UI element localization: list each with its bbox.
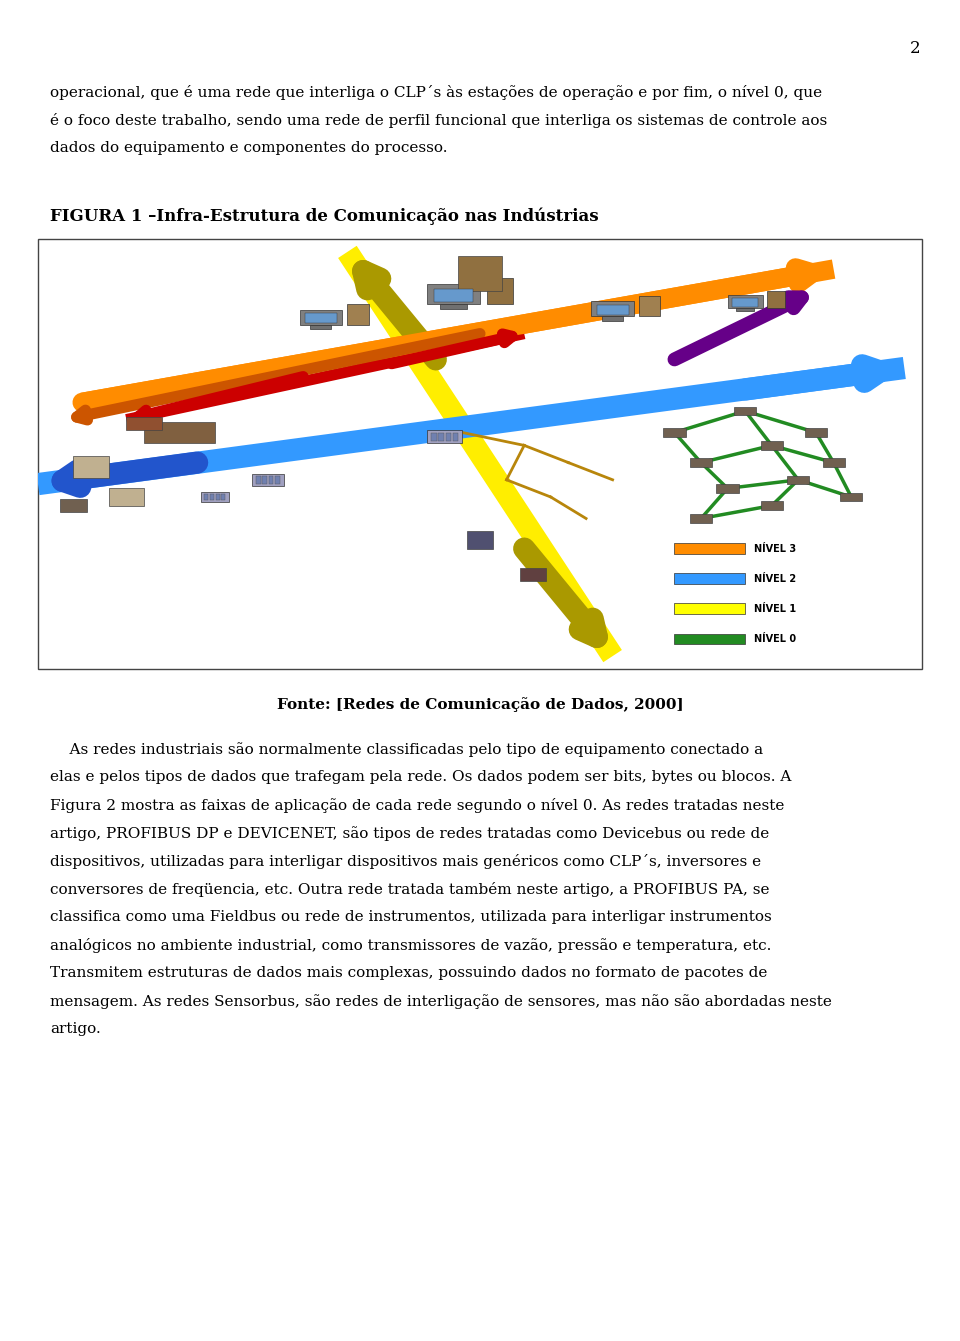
Bar bbox=[767, 291, 785, 308]
Bar bbox=[452, 433, 458, 441]
Bar bbox=[787, 476, 809, 484]
Bar bbox=[439, 433, 444, 441]
Bar bbox=[60, 499, 86, 512]
Bar bbox=[487, 278, 514, 303]
Bar bbox=[73, 456, 108, 477]
Bar bbox=[823, 459, 845, 467]
Text: artigo, PROFIBUS DP e DEVICENET, são tipos de redes tratadas como Devicebus ou r: artigo, PROFIBUS DP e DEVICENET, são tip… bbox=[50, 826, 769, 841]
Text: é o foco deste trabalho, sendo uma rede de perfil funcional que interliga os sis: é o foco deste trabalho, sendo uma rede … bbox=[50, 113, 828, 127]
Bar bbox=[221, 493, 226, 500]
Bar bbox=[734, 406, 756, 416]
Bar bbox=[597, 304, 629, 315]
Text: Fonte: [Redes de Comunicação de Dados, 2000]: Fonte: [Redes de Comunicação de Dados, 2… bbox=[276, 697, 684, 712]
Text: As redes industriais são normalmente classificadas pelo tipo de equipamento cone: As redes industriais são normalmente cla… bbox=[50, 742, 763, 756]
Bar bbox=[434, 288, 473, 302]
Bar bbox=[728, 295, 763, 308]
Bar bbox=[840, 492, 862, 502]
Bar bbox=[305, 314, 337, 323]
Bar bbox=[519, 569, 546, 581]
Text: NÍVEL 3: NÍVEL 3 bbox=[754, 543, 796, 554]
Text: dispositivos, utilizadas para interligar dispositivos mais genéricos como CLP´s,: dispositivos, utilizadas para interligar… bbox=[50, 854, 761, 869]
Bar bbox=[215, 493, 220, 500]
Text: Figura 2 mostra as faixas de aplicação de cada rede segundo o nível 0. As redes : Figura 2 mostra as faixas de aplicação d… bbox=[50, 798, 784, 813]
Bar bbox=[275, 476, 279, 484]
Text: analógicos no ambiente industrial, como transmissores de vazão, pressão e temper: analógicos no ambiente industrial, como … bbox=[50, 937, 772, 953]
Bar bbox=[675, 633, 745, 644]
Bar bbox=[269, 476, 274, 484]
Bar bbox=[38, 239, 922, 669]
Bar bbox=[144, 422, 215, 444]
Bar bbox=[210, 493, 214, 500]
Text: elas e pelos tipos de dados que trafegam pela rede. Os dados podem ser bits, byt: elas e pelos tipos de dados que trafegam… bbox=[50, 770, 791, 784]
Bar bbox=[262, 476, 267, 484]
Text: NÍVEL 0: NÍVEL 0 bbox=[754, 634, 796, 644]
Bar bbox=[204, 493, 208, 500]
Bar bbox=[201, 492, 228, 502]
Bar bbox=[127, 417, 161, 430]
Bar bbox=[445, 433, 451, 441]
Text: FIGURA 1 –Infra-Estrutura de Comunicação nas Indústrias: FIGURA 1 –Infra-Estrutura de Comunicação… bbox=[50, 207, 599, 224]
Bar bbox=[675, 574, 745, 585]
Bar bbox=[427, 284, 480, 303]
Text: NÍVEL 1: NÍVEL 1 bbox=[754, 603, 796, 614]
Bar bbox=[441, 303, 467, 308]
Text: artigo.: artigo. bbox=[50, 1022, 101, 1037]
Bar bbox=[458, 256, 502, 291]
Text: mensagem. As redes Sensorbus, são redes de interligação de sensores, mas não são: mensagem. As redes Sensorbus, são redes … bbox=[50, 994, 832, 1008]
Bar bbox=[256, 476, 261, 484]
Text: NÍVEL 2: NÍVEL 2 bbox=[754, 574, 796, 583]
Bar bbox=[690, 459, 712, 467]
Bar bbox=[675, 543, 745, 554]
Text: Transmitem estruturas de dados mais complexas, possuindo dados no formato de pac: Transmitem estruturas de dados mais comp… bbox=[50, 966, 767, 980]
Bar bbox=[431, 433, 437, 441]
Bar bbox=[732, 298, 758, 307]
Text: classifica como uma Fieldbus ou rede de instrumentos, utilizada para interligar : classifica como uma Fieldbus ou rede de … bbox=[50, 911, 772, 924]
Bar bbox=[467, 531, 493, 548]
Bar bbox=[760, 441, 782, 449]
Bar bbox=[427, 430, 463, 444]
Bar bbox=[348, 304, 369, 325]
Bar bbox=[690, 514, 712, 523]
Bar bbox=[602, 316, 623, 320]
Bar bbox=[716, 484, 738, 492]
Bar bbox=[639, 296, 660, 316]
Bar bbox=[310, 325, 331, 329]
Text: conversores de freqüencia, etc. Outra rede tratada também neste artigo, a PROFIB: conversores de freqüencia, etc. Outra re… bbox=[50, 882, 770, 897]
Bar bbox=[591, 300, 634, 316]
Bar bbox=[760, 502, 782, 510]
Bar bbox=[675, 603, 745, 614]
Text: dados do equipamento e componentes do processo.: dados do equipamento e componentes do pr… bbox=[50, 141, 447, 156]
Text: operacional, que é uma rede que interliga o CLP´s às estações de operação e por : operacional, que é uma rede que interlig… bbox=[50, 84, 822, 101]
Text: 2: 2 bbox=[909, 40, 920, 58]
Bar bbox=[663, 428, 685, 437]
Bar bbox=[108, 488, 144, 506]
Bar bbox=[804, 428, 827, 437]
Bar bbox=[736, 308, 754, 311]
Bar bbox=[300, 310, 342, 325]
Bar bbox=[252, 473, 284, 485]
